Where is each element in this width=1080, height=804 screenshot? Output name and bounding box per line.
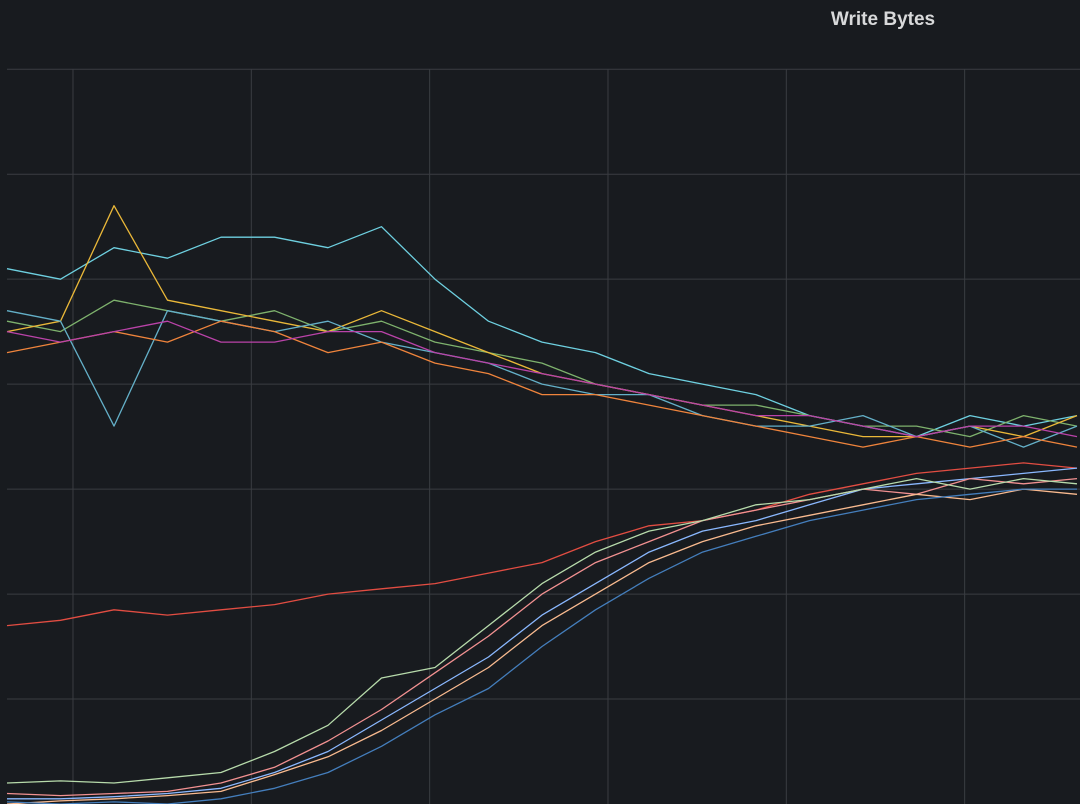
- series-line: [6, 320, 1078, 448]
- series-line: [6, 477, 1078, 784]
- series-line: [6, 477, 1078, 797]
- chart-title: Write Bytes: [831, 9, 935, 30]
- series-line: [6, 310, 1078, 448]
- series-line: [6, 488, 1077, 804]
- series-line: [6, 320, 1078, 438]
- series-line: [6, 462, 1078, 627]
- series-line: [6, 488, 1078, 804]
- series-line: [7, 467, 1078, 800]
